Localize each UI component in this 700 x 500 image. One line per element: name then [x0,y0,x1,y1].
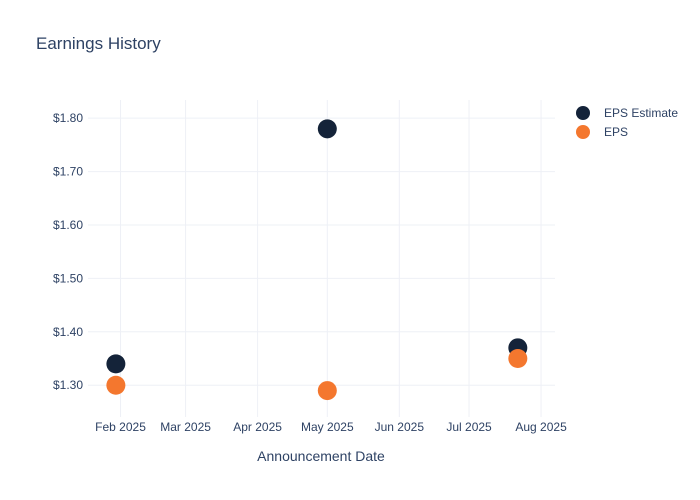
y-tick-label: $1.70 [53,165,83,179]
y-tick-label: $1.30 [53,378,83,392]
y-tick-label: $1.80 [53,111,83,125]
y-tick-label: $1.50 [53,271,83,285]
x-tick-label: Feb 2025 [95,420,146,434]
x-tick-label: Jun 2025 [375,420,425,434]
legend-item-eps[interactable]: EPS [576,125,628,139]
y-tick-label: $1.60 [53,218,83,232]
eps-point[interactable] [106,375,126,395]
chart-title: Earnings History [36,34,161,53]
x-tick-label: Aug 2025 [515,420,567,434]
x-tick-label: Apr 2025 [233,420,282,434]
eps-point[interactable] [508,349,528,369]
eps-estimate-point[interactable] [106,354,126,374]
x-tick-label: Mar 2025 [160,420,211,434]
eps-legend-marker-icon [576,125,590,139]
eps-estimate-legend-marker-icon [576,106,590,120]
x-tick-label: May 2025 [301,420,354,434]
x-axis-title: Announcement Date [257,448,385,464]
x-tick-label: Jul 2025 [446,420,492,434]
legend-item-eps-estimate[interactable]: EPS Estimate [576,106,678,120]
eps-point[interactable] [317,381,337,401]
y-tick-label: $1.40 [53,325,83,339]
eps-estimate-point[interactable] [317,119,337,139]
legend-label: EPS Estimate [604,106,678,120]
legend-label: EPS [604,125,628,139]
